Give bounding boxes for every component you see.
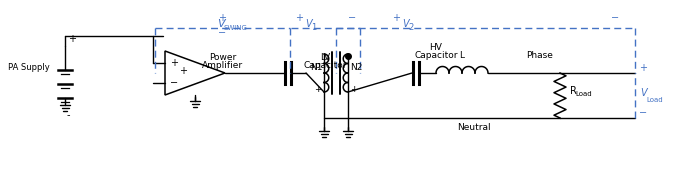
- Text: Phase: Phase: [526, 51, 553, 59]
- Text: V: V: [640, 89, 646, 99]
- Text: +: +: [68, 34, 76, 44]
- Text: Load: Load: [575, 92, 592, 98]
- Text: Capacitor: Capacitor: [304, 61, 347, 71]
- Text: SWING: SWING: [224, 25, 247, 31]
- Text: −: −: [611, 13, 619, 23]
- Text: Power: Power: [209, 54, 236, 62]
- Text: +: +: [295, 13, 303, 23]
- Text: N2: N2: [350, 64, 362, 73]
- Text: V: V: [218, 19, 225, 29]
- Text: 2: 2: [408, 24, 413, 33]
- Text: PA Supply: PA Supply: [8, 64, 50, 73]
- Text: +: +: [350, 84, 357, 93]
- Text: R: R: [570, 86, 577, 96]
- Text: V: V: [305, 19, 311, 29]
- Text: HV: HV: [429, 43, 442, 52]
- Text: Amplifier: Amplifier: [202, 61, 243, 71]
- Text: V: V: [402, 19, 408, 29]
- Text: 1: 1: [311, 24, 316, 33]
- Text: −: −: [348, 13, 356, 23]
- Text: Capacitor: Capacitor: [415, 52, 458, 61]
- Text: N1: N1: [310, 64, 322, 73]
- Text: −: −: [639, 108, 647, 118]
- Text: +: +: [315, 84, 322, 93]
- Text: -: -: [67, 110, 71, 120]
- Text: −: −: [218, 28, 226, 38]
- Text: +: +: [639, 63, 647, 73]
- Text: LV: LV: [320, 54, 330, 62]
- Text: +: +: [392, 13, 400, 23]
- Text: +: +: [218, 13, 226, 23]
- Text: +: +: [179, 66, 187, 76]
- Text: L: L: [460, 51, 464, 59]
- Text: −: −: [170, 78, 178, 88]
- Text: Neutral: Neutral: [457, 124, 491, 133]
- Text: Load: Load: [646, 96, 663, 102]
- Text: +: +: [170, 58, 178, 68]
